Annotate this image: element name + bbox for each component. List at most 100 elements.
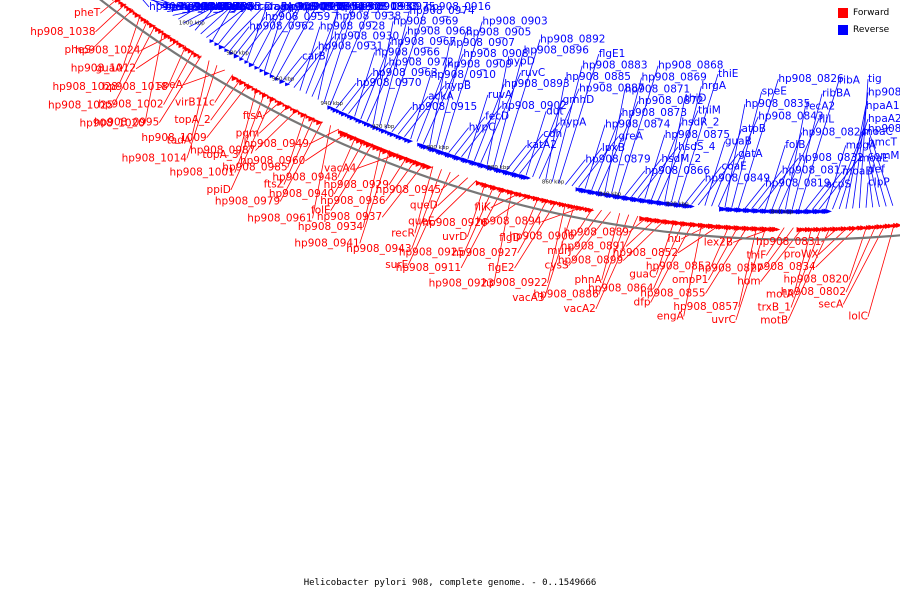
leader-line (650, 222, 693, 303)
forward-gene-label: speA (157, 79, 184, 91)
forward-gene-label: vacA2 (564, 303, 596, 315)
leader-line (183, 6, 215, 24)
forward-gene-arrow (251, 87, 257, 91)
forward-gene-arrow (835, 226, 842, 232)
forward-gene-label: hp908_1009 (141, 132, 206, 144)
forward-gene-label: hp908_0857 (673, 301, 738, 313)
reverse-gene-label: hp908_0974 (409, 5, 475, 17)
forward-gene-arrow (290, 107, 295, 112)
leader-line (121, 14, 141, 69)
forward-gene-arrow (112, 0, 115, 1)
forward-gene-label: surE (385, 259, 408, 271)
forward-gene-label: hp908_0922 (482, 277, 547, 289)
reverse-gene-label: hp908_0832 (799, 152, 864, 164)
leader-line (200, 6, 231, 35)
leader-line (263, 6, 285, 72)
reverse-gene-label: hp908_0955 (282, 1, 347, 13)
reverse-gene-arrow (349, 115, 356, 121)
reverse-gene-label: hp908_0824 (802, 126, 868, 138)
tick-label: 880 kbp (487, 165, 510, 171)
leader-line (454, 116, 486, 155)
reverse-gene-arrow (489, 165, 496, 171)
forward-gene-label: pheT (74, 7, 101, 19)
leader-line (293, 36, 335, 88)
forward-gene-label: hp908_0961 (247, 212, 312, 224)
reverse-gene-arrow (747, 208, 754, 214)
leader-line (845, 105, 867, 209)
reverse-gene-label: hp908_0910 (431, 69, 496, 81)
leader-line (269, 6, 301, 76)
forward-gene-arrow (114, 0, 121, 3)
reverse-gene-label: hp908_0875 (665, 129, 730, 141)
forward-gene-label: hp908_0948 (272, 172, 337, 184)
reverse-gene-arrow (363, 121, 371, 127)
legend-label-reverse: Reverse (853, 25, 890, 35)
reverse-gene-arrow (407, 138, 414, 144)
forward-gene-label: trxB_1 (757, 302, 791, 314)
forward-gene-label: guaC (629, 269, 656, 281)
leader-line (790, 227, 822, 308)
reverse-gene-label: hp908_0959 (265, 11, 330, 23)
leader-line (778, 119, 820, 210)
forward-gene-arrow (129, 8, 136, 14)
reverse-gene-label: greA (618, 130, 643, 142)
leader-line (156, 3, 197, 8)
reverse-gene-label: hypB (444, 80, 471, 92)
forward-gene-label: proWX (784, 249, 819, 261)
leader-line (90, 8, 134, 51)
forward-gene-arrow (553, 200, 560, 206)
reverse-gene-label: hp908_0896 (524, 45, 590, 57)
reverse-gene-label: hp908_0968 (407, 26, 472, 38)
forward-gene-label: lolC (848, 311, 868, 323)
leader-line (737, 78, 779, 209)
leader-line (811, 171, 843, 210)
leader-line (473, 83, 505, 161)
leader-line (547, 202, 566, 284)
reverse-gene-label: cdh (543, 128, 562, 140)
reverse-gene-label: ruvC (521, 67, 546, 79)
leader-line (751, 170, 783, 209)
tick-label: 900 kbp (426, 145, 449, 151)
forward-gene-arrow (832, 226, 840, 232)
forward-gene-label: hp908_1025 (48, 99, 113, 111)
forward-gene-label: hp908_0985 (222, 162, 287, 174)
reverse-gene-label: hp908_0835 (745, 98, 810, 110)
forward-gene-arrow (675, 220, 682, 226)
leader-line (486, 61, 508, 165)
forward-gene-arrow (518, 192, 526, 198)
leader-line (381, 162, 425, 218)
forward-gene-label: hp908_1002 (98, 99, 163, 111)
leader-line (441, 21, 483, 151)
leader-line (631, 158, 662, 198)
leader-line (440, 174, 460, 191)
reverse-gene-arrow (404, 137, 411, 143)
reverse-gene-arrow (233, 53, 240, 59)
forward-gene-label: secA (818, 298, 844, 310)
leader-line (348, 62, 389, 114)
leader-line (765, 227, 785, 256)
reverse-gene-label: hp908_0849 (705, 173, 770, 185)
forward-gene-label: hp908_0852 (613, 247, 678, 259)
legend-item-forward: Forward (838, 6, 898, 20)
forward-gene-arrow (570, 204, 577, 210)
forward-gene-arrow (305, 115, 311, 119)
forward-gene-label: hp908_0925 (399, 246, 464, 258)
reverse-gene-label: hp908_0819 (765, 177, 830, 189)
leader-line (785, 106, 806, 210)
leader-line (305, 16, 337, 94)
reverse-gene-label: hp908_0817 (782, 165, 847, 177)
reverse-gene-label: hp908_0879 (585, 154, 650, 166)
leader-line (578, 136, 619, 188)
leader-line (565, 159, 586, 185)
leader-line (385, 159, 416, 202)
leader-line (845, 224, 877, 293)
forward-gene-arrow (879, 224, 886, 229)
reverse-gene-label: hp908_0868 (658, 60, 723, 72)
forward-gene-label: hp908_0945 (376, 184, 441, 196)
forward-gene-arrow (365, 141, 374, 148)
forward-gene-label: hom (737, 276, 760, 288)
leader-line (246, 6, 268, 63)
leader-line (644, 134, 666, 199)
leader-line (677, 73, 719, 204)
forward-gene-label: hp908_0889 (564, 226, 629, 238)
